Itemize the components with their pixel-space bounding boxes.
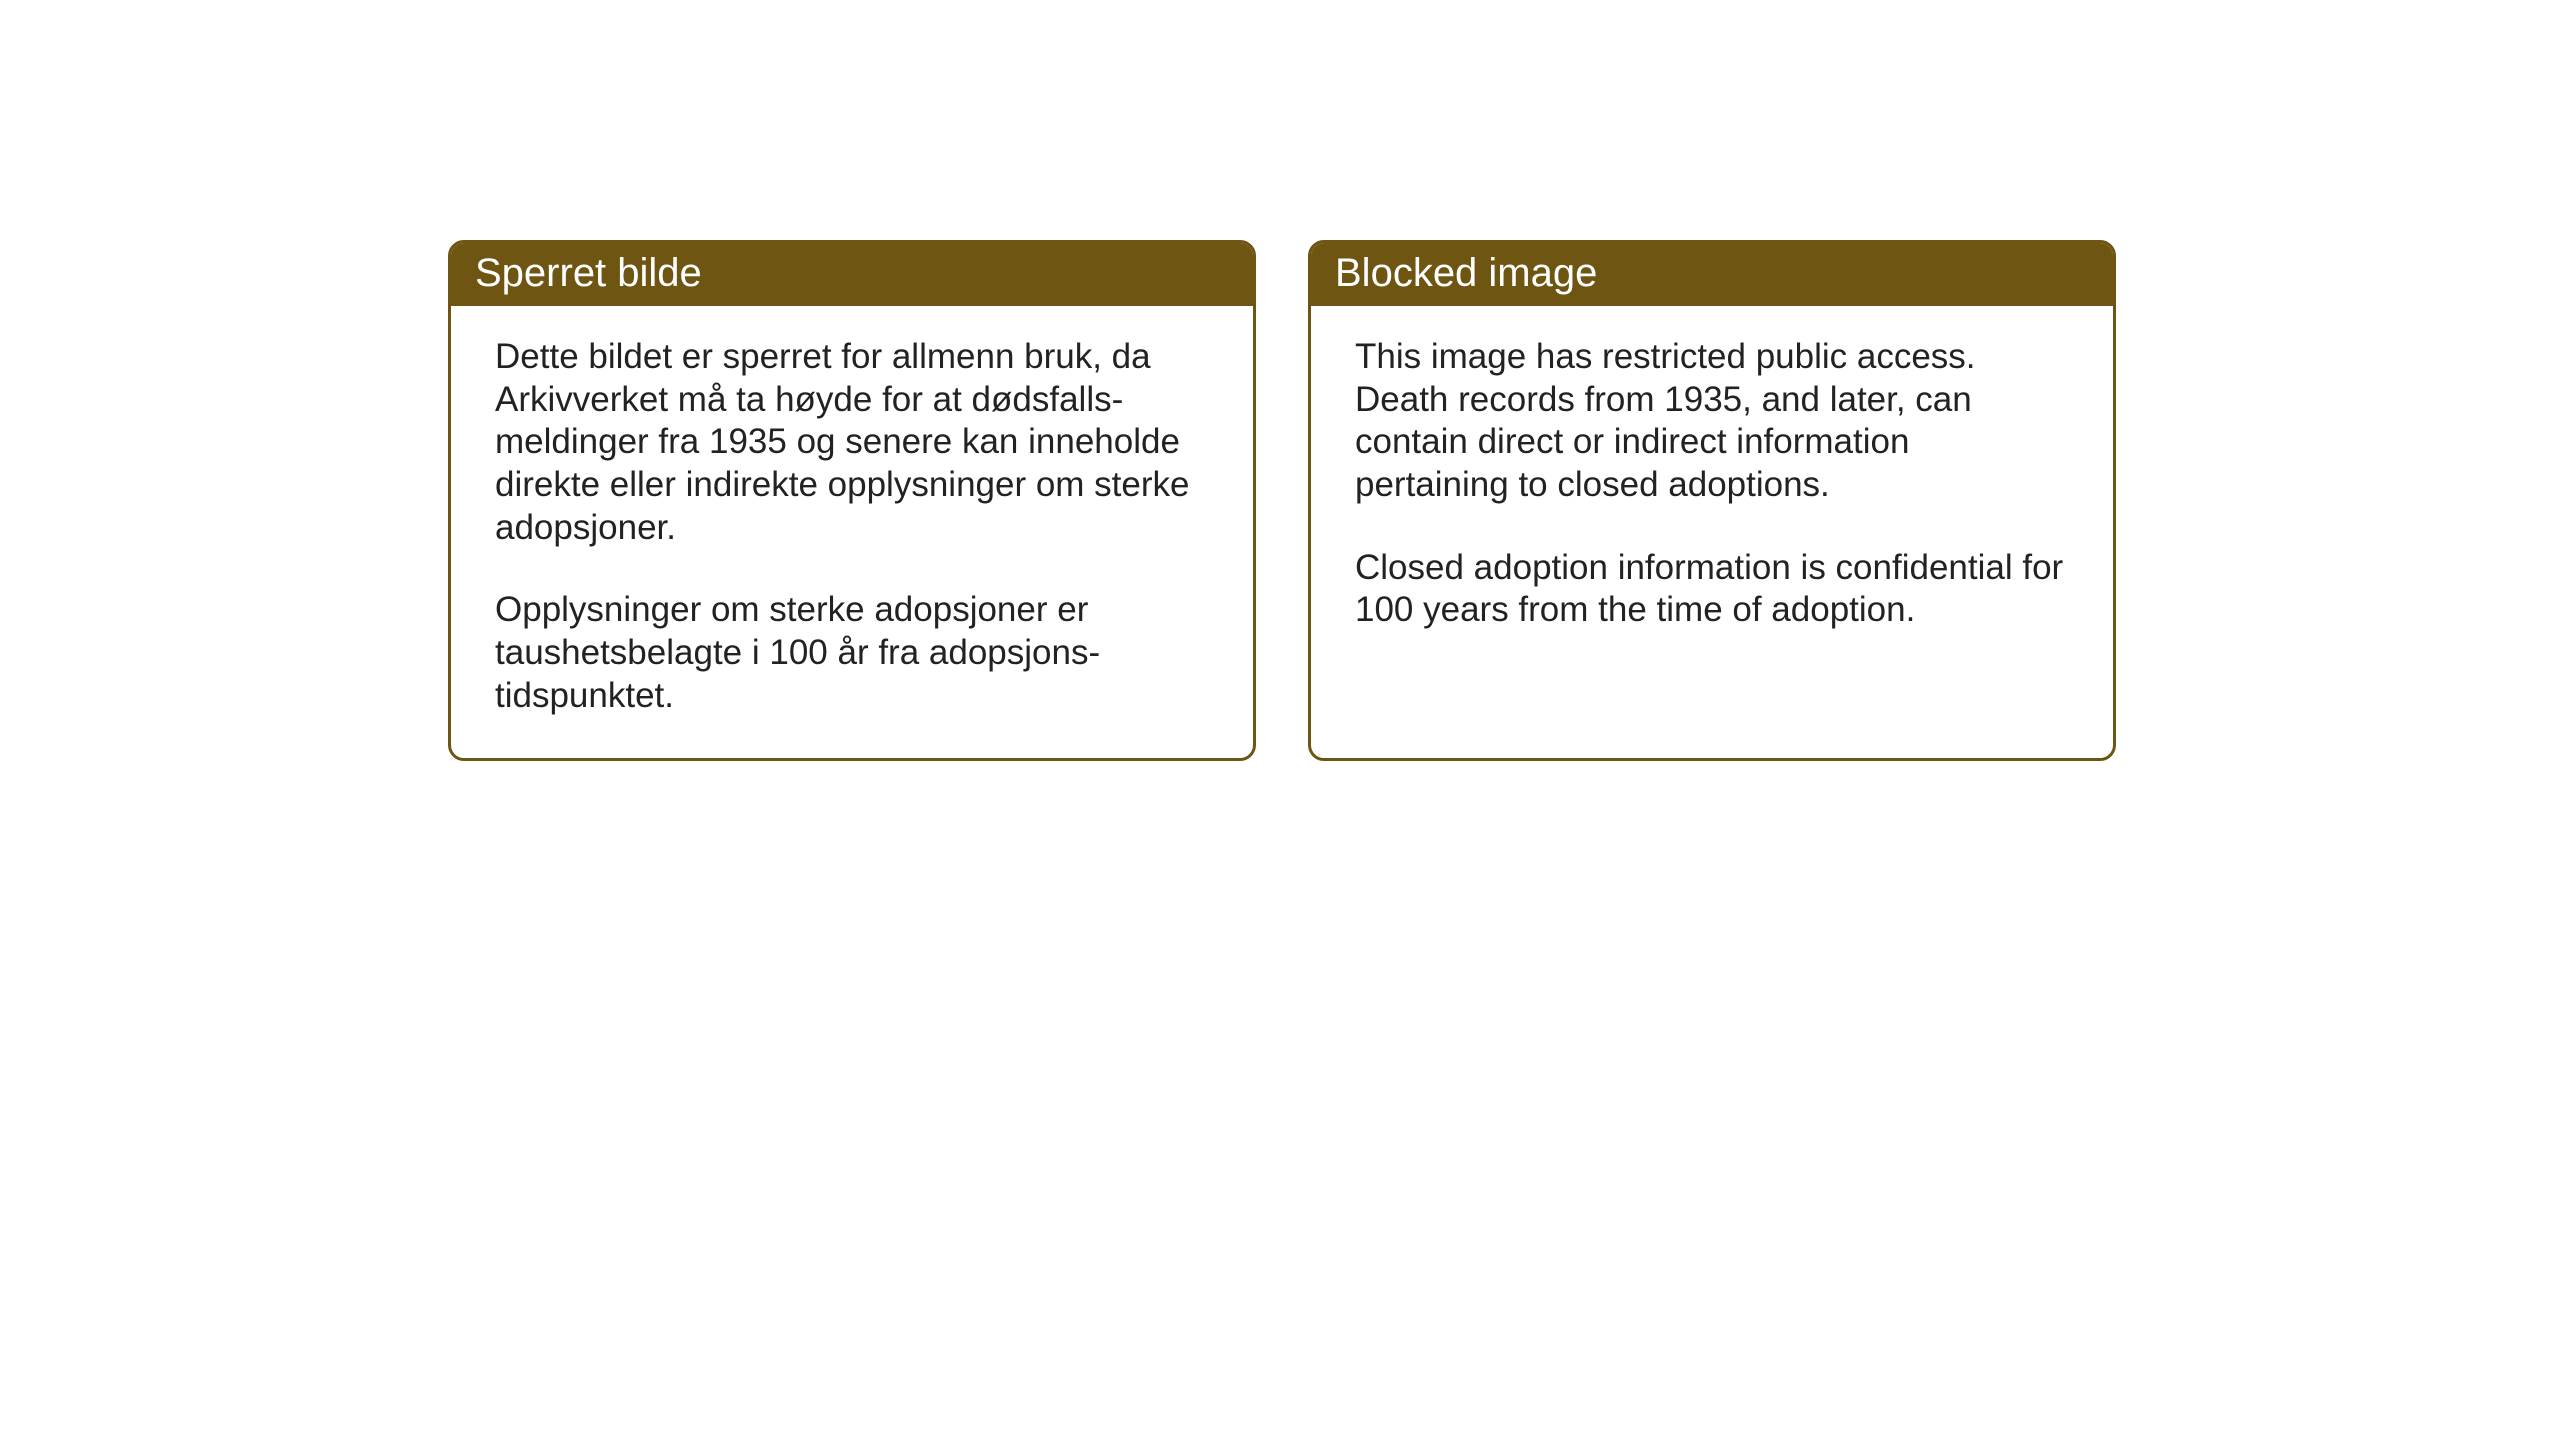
notice-header-norwegian: Sperret bilde	[451, 243, 1253, 306]
notice-body-english: This image has restricted public access.…	[1311, 306, 2113, 672]
notice-card-norwegian: Sperret bilde Dette bildet er sperret fo…	[448, 240, 1256, 761]
notice-card-english: Blocked image This image has restricted …	[1308, 240, 2116, 761]
notice-paragraph-2-norwegian: Opplysninger om sterke adopsjoner er tau…	[495, 589, 1209, 717]
notice-paragraph-1-english: This image has restricted public access.…	[1355, 336, 2069, 507]
notice-paragraph-2-english: Closed adoption information is confident…	[1355, 547, 2069, 632]
notice-container: Sperret bilde Dette bildet er sperret fo…	[0, 240, 2560, 761]
notice-paragraph-1-norwegian: Dette bildet er sperret for allmenn bruk…	[495, 336, 1209, 549]
notice-header-english: Blocked image	[1311, 243, 2113, 306]
notice-body-norwegian: Dette bildet er sperret for allmenn bruk…	[451, 306, 1253, 758]
